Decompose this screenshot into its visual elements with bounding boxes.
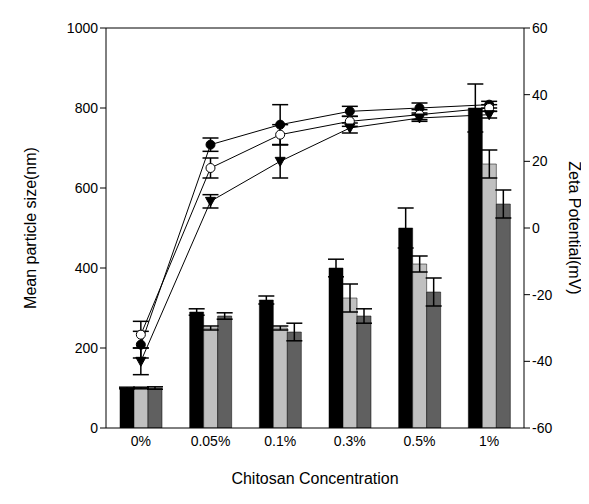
svg-text:-40: -40 (532, 353, 552, 369)
svg-text:1%: 1% (479, 433, 499, 449)
svg-text:20: 20 (532, 153, 548, 169)
svg-text:Mean particle size(nm): Mean particle size(nm) (22, 147, 39, 309)
svg-text:600: 600 (75, 180, 99, 196)
svg-text:0.5%: 0.5% (404, 433, 436, 449)
svg-text:1000: 1000 (67, 20, 98, 36)
svg-text:Zeta Potential(mV): Zeta Potential(mV) (566, 161, 581, 294)
svg-text:-20: -20 (532, 287, 552, 303)
svg-text:400: 400 (75, 260, 99, 276)
svg-text:0: 0 (90, 420, 98, 436)
svg-text:800: 800 (75, 100, 99, 116)
svg-text:Chitosan Concentration: Chitosan Concentration (231, 470, 398, 487)
svg-text:40: 40 (532, 87, 548, 103)
svg-text:-60: -60 (532, 420, 552, 436)
svg-text:0.3%: 0.3% (334, 433, 366, 449)
svg-text:0.05%: 0.05% (191, 433, 231, 449)
svg-text:0%: 0% (131, 433, 151, 449)
svg-text:0.1%: 0.1% (264, 433, 296, 449)
svg-text:60: 60 (532, 20, 548, 36)
svg-text:200: 200 (75, 340, 99, 356)
svg-text:0: 0 (532, 220, 540, 236)
